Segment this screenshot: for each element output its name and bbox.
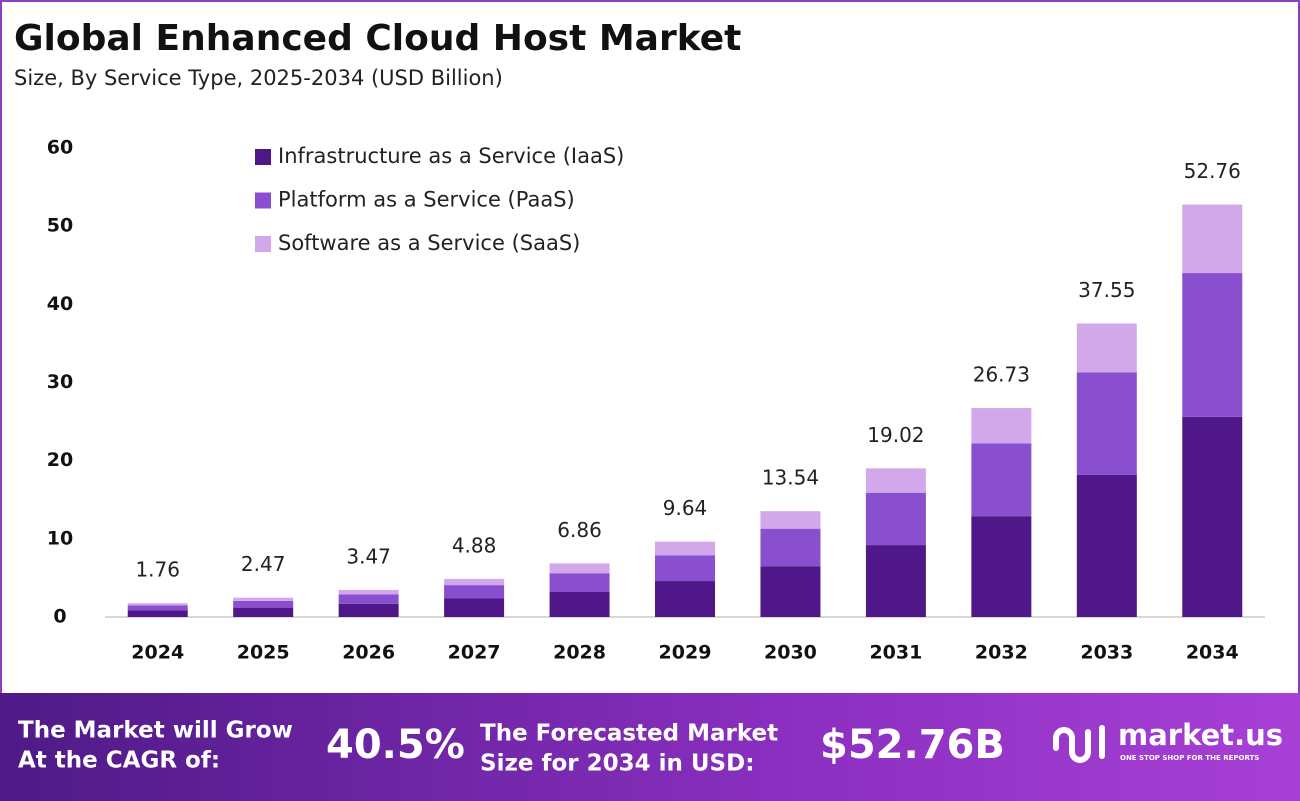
total-label: 1.76 bbox=[135, 558, 180, 582]
legend-swatch bbox=[255, 149, 271, 165]
brand-logo bbox=[1053, 725, 1105, 763]
bar-segment bbox=[971, 443, 1032, 517]
x-tick-label: 2034 bbox=[1186, 642, 1239, 664]
bar-segment bbox=[549, 573, 610, 592]
bar-segment bbox=[1076, 323, 1137, 373]
bar-segment bbox=[549, 591, 610, 617]
bar-segment bbox=[655, 581, 715, 617]
x-tick-label: 2029 bbox=[659, 642, 712, 664]
bar-segment bbox=[1182, 273, 1243, 417]
x-tick-label: 2027 bbox=[448, 642, 501, 664]
legend-label: Infrastructure as a Service (IaaS) bbox=[278, 144, 624, 168]
bar-segment bbox=[655, 541, 715, 556]
footer-text: At the CAGR of: bbox=[18, 748, 220, 774]
chart-title: Global Enhanced Cloud Host Market bbox=[14, 18, 741, 59]
bar-segment bbox=[971, 408, 1032, 444]
footer-text: The Market will Grow bbox=[18, 718, 293, 744]
footer-text: Size for 2034 in USD: bbox=[480, 751, 754, 777]
forecast-value: $52.76B bbox=[820, 722, 1005, 768]
y-tick-label: 40 bbox=[47, 293, 73, 315]
bar-segment bbox=[549, 563, 610, 574]
footer-text: The Forecasted Market bbox=[480, 721, 778, 747]
bar-segment bbox=[1076, 372, 1137, 475]
bar-segment bbox=[1182, 416, 1243, 617]
bar-segment bbox=[444, 585, 505, 599]
legend-label: Software as a Service (SaaS) bbox=[278, 231, 580, 255]
bar-segment bbox=[233, 597, 294, 601]
chart-subtitle: Size, By Service Type, 2025-2034 (USD Bi… bbox=[14, 66, 503, 90]
legend-label: Platform as a Service (PaaS) bbox=[278, 188, 575, 212]
bar-segment bbox=[1182, 204, 1243, 274]
footer: The Market will Grow At the CAGR of: 40.… bbox=[18, 718, 1283, 777]
x-tick-label: 2028 bbox=[553, 642, 606, 664]
x-tick-label: 2030 bbox=[764, 642, 817, 664]
total-label: 13.54 bbox=[762, 466, 819, 490]
bar-segment bbox=[760, 528, 821, 567]
bar-segment bbox=[233, 600, 294, 608]
bar-segment bbox=[338, 603, 399, 617]
y-tick-label: 30 bbox=[47, 371, 73, 393]
x-tick-label: 2031 bbox=[869, 642, 922, 664]
bar-segment bbox=[444, 578, 505, 586]
total-label: 26.73 bbox=[973, 363, 1030, 387]
legend-swatch bbox=[255, 236, 271, 252]
total-label: 52.76 bbox=[1184, 159, 1241, 183]
cagr-value: 40.5% bbox=[326, 722, 465, 768]
bar-segment bbox=[760, 511, 821, 529]
bar-segment bbox=[444, 598, 505, 617]
x-tick-label: 2024 bbox=[131, 642, 184, 664]
total-label: 3.47 bbox=[346, 544, 391, 568]
bar-segment bbox=[865, 545, 926, 617]
y-tick-label: 60 bbox=[47, 137, 73, 159]
y-tick-label: 0 bbox=[53, 606, 66, 628]
bar-segment bbox=[865, 492, 926, 546]
x-tick-label: 2026 bbox=[342, 642, 395, 664]
legend-swatch bbox=[255, 192, 271, 209]
footer-band bbox=[0, 693, 1300, 801]
bar-segment bbox=[865, 468, 926, 493]
x-tick-label: 2025 bbox=[237, 642, 290, 664]
bar-segment bbox=[338, 594, 399, 604]
total-label: 19.02 bbox=[867, 423, 924, 447]
total-label: 2.47 bbox=[241, 552, 286, 576]
total-label: 4.88 bbox=[452, 533, 497, 557]
total-label: 9.64 bbox=[663, 496, 708, 520]
x-tick-label: 2033 bbox=[1080, 642, 1133, 664]
bar-segment bbox=[127, 610, 188, 617]
total-label: 37.55 bbox=[1078, 278, 1135, 302]
brand: market.us bbox=[1118, 718, 1283, 752]
bar-segment bbox=[760, 566, 821, 617]
bar-segment bbox=[655, 555, 715, 582]
x-tick-label: 2032 bbox=[975, 642, 1028, 664]
bar-segment bbox=[127, 605, 188, 611]
y-tick-label: 50 bbox=[47, 215, 73, 237]
bar-segment bbox=[971, 516, 1032, 617]
total-label: 6.86 bbox=[557, 518, 602, 542]
bar-segment bbox=[1076, 474, 1137, 617]
bar-segment bbox=[127, 603, 188, 606]
y-tick-label: 10 bbox=[47, 527, 73, 549]
bar-segment bbox=[233, 607, 294, 617]
y-tick-label: 20 bbox=[47, 449, 73, 471]
tagline: ONE STOP SHOP FOR THE REPORTS bbox=[1120, 754, 1259, 762]
bar-segment bbox=[338, 589, 399, 595]
